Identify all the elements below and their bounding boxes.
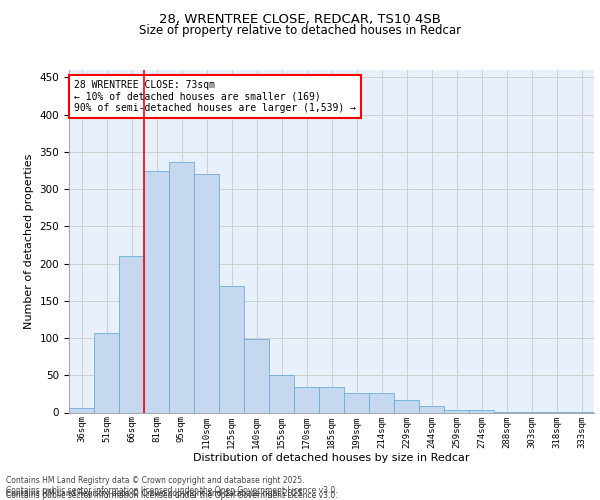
Bar <box>394 400 419 412</box>
Text: 28, WRENTREE CLOSE, REDCAR, TS10 4SB: 28, WRENTREE CLOSE, REDCAR, TS10 4SB <box>159 12 441 26</box>
Bar <box>369 393 394 412</box>
Bar <box>144 170 169 412</box>
Bar <box>444 410 469 412</box>
Bar <box>169 162 194 412</box>
Bar <box>219 286 244 412</box>
Bar <box>269 374 294 412</box>
Bar <box>244 339 269 412</box>
Bar <box>194 174 219 412</box>
Bar <box>294 387 319 412</box>
Text: Contains HM Land Registry data © Crown copyright and database right 2025.: Contains HM Land Registry data © Crown c… <box>6 488 305 498</box>
Bar <box>94 333 119 412</box>
Text: Size of property relative to detached houses in Redcar: Size of property relative to detached ho… <box>139 24 461 37</box>
Bar <box>344 393 369 412</box>
Text: 28 WRENTREE CLOSE: 73sqm
← 10% of detached houses are smaller (169)
90% of semi-: 28 WRENTREE CLOSE: 73sqm ← 10% of detach… <box>74 80 356 114</box>
X-axis label: Distribution of detached houses by size in Redcar: Distribution of detached houses by size … <box>193 453 470 463</box>
Bar <box>119 256 144 412</box>
Bar <box>469 410 494 412</box>
Bar <box>319 387 344 412</box>
Text: Contains HM Land Registry data © Crown copyright and database right 2025.
Contai: Contains HM Land Registry data © Crown c… <box>6 476 338 495</box>
Text: Contains public sector information licensed under the Open Government Licence v3: Contains public sector information licen… <box>6 491 338 500</box>
Bar <box>69 408 94 412</box>
Bar <box>419 406 444 412</box>
Y-axis label: Number of detached properties: Number of detached properties <box>24 154 34 329</box>
